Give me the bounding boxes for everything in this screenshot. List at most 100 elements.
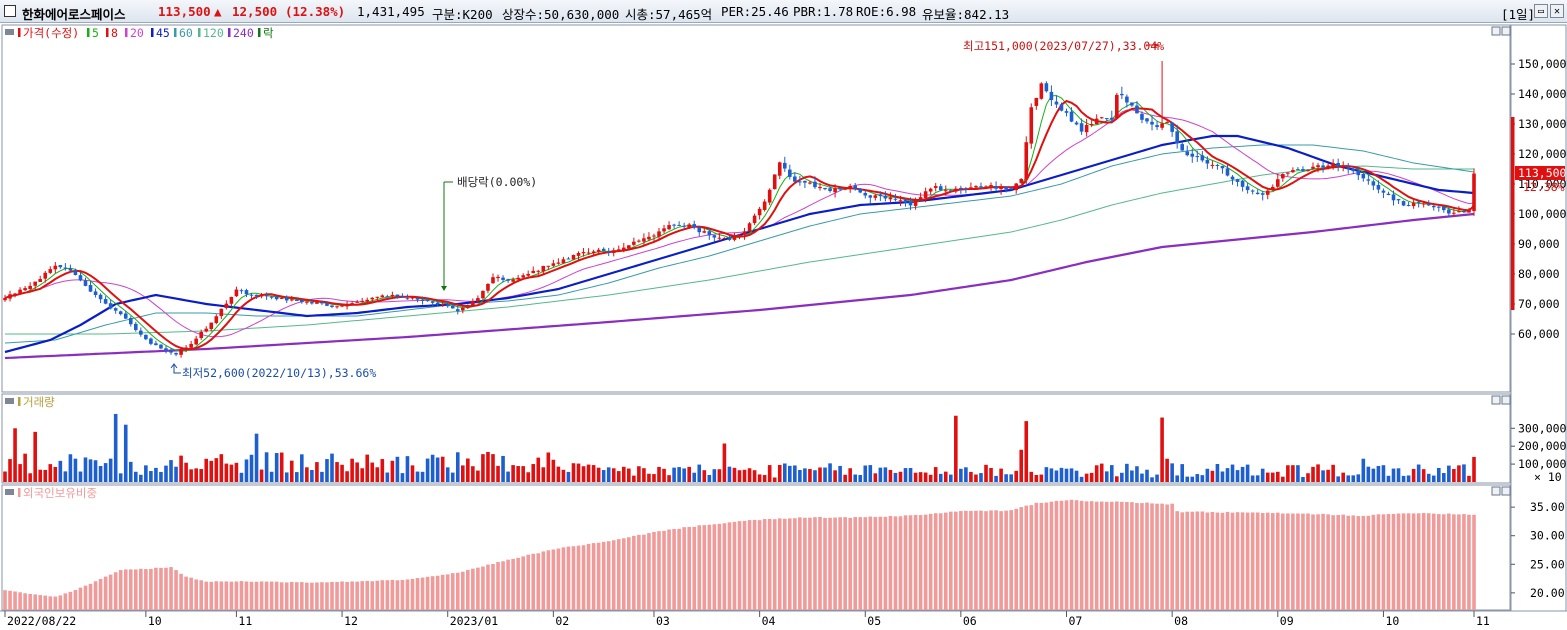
foreign-bar bbox=[1104, 501, 1109, 610]
candle-body bbox=[1185, 151, 1190, 156]
candle-body bbox=[903, 199, 908, 203]
foreign-bar bbox=[1296, 513, 1300, 610]
volume-bar bbox=[999, 468, 1003, 482]
volume-bar bbox=[289, 460, 294, 482]
candle-body bbox=[772, 174, 777, 190]
legend-ma5[interactable]: 5 bbox=[92, 26, 99, 40]
foreign-bar bbox=[757, 520, 762, 610]
foreign-bar bbox=[868, 516, 873, 610]
volume-bar bbox=[189, 469, 193, 482]
volume-legend[interactable]: 거래량 bbox=[23, 395, 55, 409]
legend-ex-right[interactable]: 락 bbox=[263, 26, 274, 40]
foreign-bar bbox=[1230, 512, 1235, 610]
candle-body bbox=[616, 249, 621, 251]
volume-bar bbox=[883, 467, 888, 482]
foreign-bar bbox=[1431, 513, 1436, 610]
foreign-bar bbox=[1316, 514, 1320, 610]
candle-body bbox=[13, 293, 17, 295]
foreign-bar bbox=[149, 568, 153, 610]
volume-bar bbox=[1346, 475, 1351, 482]
candle-body bbox=[1140, 113, 1144, 120]
foreign-bar bbox=[818, 516, 822, 610]
volume-bar bbox=[1442, 473, 1446, 482]
foreign-bar bbox=[596, 542, 601, 610]
panel-controls[interactable] bbox=[1491, 26, 1511, 496]
volume-bar bbox=[566, 471, 571, 482]
volume-bar bbox=[1255, 475, 1260, 482]
candle-body bbox=[782, 162, 787, 169]
legend-ma45[interactable]: 45 bbox=[156, 26, 170, 40]
legend-ma20[interactable]: 20 bbox=[130, 26, 144, 40]
volume-bar bbox=[400, 473, 405, 482]
volume-bar bbox=[1436, 467, 1441, 482]
legend-price[interactable]: 가격(수정) bbox=[23, 26, 79, 40]
minimize-button[interactable]: ▭ bbox=[1534, 4, 1548, 18]
foreign-bar bbox=[279, 582, 284, 610]
price-tick-label: 90,000 bbox=[1518, 237, 1560, 251]
legend-ma8[interactable]: 8 bbox=[111, 26, 118, 40]
stock-name[interactable]: 한화에어로스페이스 bbox=[22, 7, 126, 22]
legend-ma240[interactable]: 240 bbox=[233, 26, 254, 40]
candle-body bbox=[420, 299, 425, 302]
foreign-bar bbox=[833, 517, 837, 610]
candle-body bbox=[1386, 193, 1391, 195]
foreign-bar bbox=[430, 576, 435, 610]
retention-ratio: 유보율:842.13 bbox=[922, 7, 1010, 22]
foreign-bar bbox=[28, 593, 32, 610]
volume-bar bbox=[667, 475, 671, 482]
foreign-bar bbox=[425, 576, 430, 610]
period-selector[interactable]: [1일] bbox=[1501, 7, 1536, 22]
foreign-bar bbox=[687, 526, 691, 610]
volume-bar bbox=[1245, 464, 1250, 482]
price-tick-label: 150,000 bbox=[1518, 57, 1567, 71]
legend-ma120[interactable]: 120 bbox=[203, 26, 224, 40]
candle-body bbox=[1094, 118, 1099, 125]
candle-body bbox=[360, 300, 364, 302]
candle-body bbox=[556, 262, 561, 264]
candle-body bbox=[224, 303, 229, 309]
foreign-bar bbox=[1064, 500, 1069, 610]
legend-menu-icon[interactable] bbox=[5, 29, 14, 35]
foreign-bar bbox=[954, 511, 958, 610]
volume-bar bbox=[350, 458, 354, 482]
select-checkbox[interactable] bbox=[4, 5, 16, 17]
foreign-bar bbox=[1034, 502, 1039, 610]
foreign-bars bbox=[3, 499, 1476, 610]
volume-bar bbox=[928, 474, 933, 482]
candle-body bbox=[989, 185, 993, 187]
foreign-bar bbox=[1361, 515, 1366, 610]
volume-bar bbox=[219, 454, 224, 482]
price-panel bbox=[1, 24, 1511, 393]
candle-body bbox=[1457, 211, 1461, 213]
roe-value: ROE:6.98 bbox=[856, 4, 917, 19]
foreign-menu-icon[interactable] bbox=[5, 489, 14, 495]
foreign-bar bbox=[284, 582, 289, 610]
candle-body bbox=[803, 180, 807, 183]
candle-body bbox=[1069, 111, 1074, 122]
volume-bar bbox=[536, 457, 541, 482]
foreign-bar bbox=[310, 582, 314, 610]
annotations: 최고151,000(2023/07/27),33.04% 최저52,600(20… bbox=[170, 39, 1164, 380]
candle-body bbox=[1230, 176, 1235, 180]
volume-bar bbox=[73, 458, 78, 482]
foreign-legend[interactable]: 외국인보유비중 bbox=[23, 486, 97, 500]
foreign-bar bbox=[928, 513, 933, 610]
volume-tick-label: 200,000 bbox=[1518, 439, 1567, 453]
candle-body bbox=[73, 270, 78, 275]
foreign-bar bbox=[435, 575, 440, 610]
foreign-bar bbox=[1074, 500, 1079, 610]
volume-bar bbox=[385, 472, 390, 482]
foreign-bar bbox=[1426, 513, 1431, 610]
volume-bar bbox=[134, 471, 138, 482]
foreign-bar bbox=[390, 579, 395, 610]
close-button[interactable]: ✕ bbox=[1550, 4, 1564, 18]
candle-body bbox=[1125, 96, 1129, 103]
legend-ma60[interactable]: 60 bbox=[179, 26, 193, 40]
candle-body bbox=[214, 316, 219, 323]
volume-menu-icon[interactable] bbox=[5, 398, 14, 404]
candle-body bbox=[1376, 184, 1381, 190]
stock-chart[interactable]: 가격(수정) 5 8 20 45 60 120 240 락 거래량 외국인보유비… bbox=[0, 23, 1567, 630]
foreign-bar bbox=[123, 569, 128, 610]
candle-body bbox=[959, 187, 963, 189]
candle-body bbox=[83, 280, 88, 286]
